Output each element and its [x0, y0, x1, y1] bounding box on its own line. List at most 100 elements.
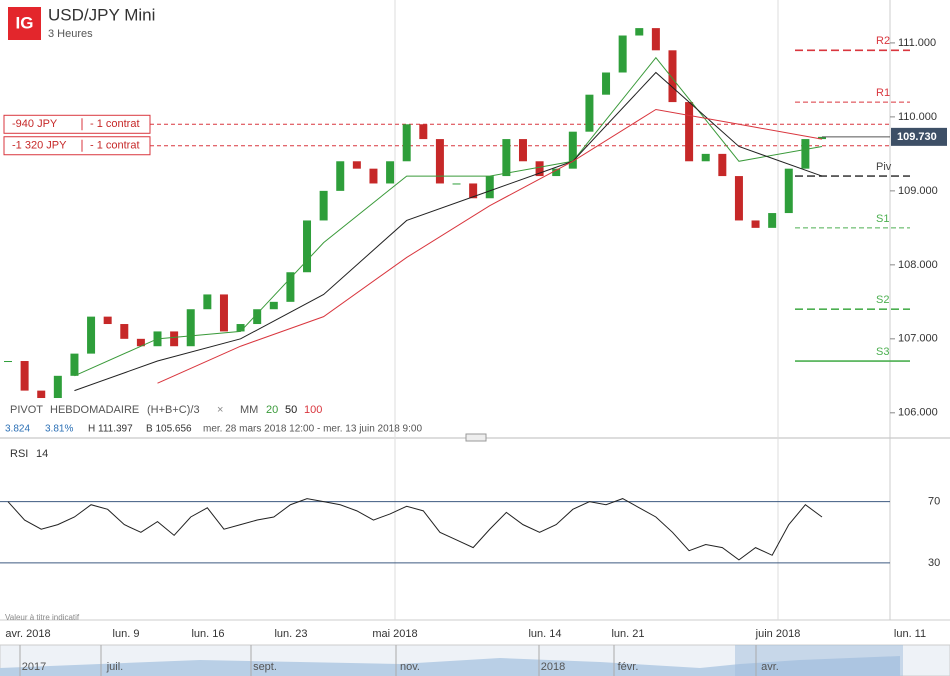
disclaimer: Valeur à titre indicatif [5, 613, 80, 622]
nav-label: 2018 [541, 661, 565, 673]
candle [402, 124, 411, 162]
candle [419, 124, 428, 140]
navigator-window[interactable] [735, 645, 903, 676]
resize-handle[interactable] [465, 433, 487, 442]
order-box[interactable] [3, 136, 151, 156]
time-label: lun. 9 [113, 628, 140, 640]
candle [768, 213, 777, 228]
nav-label: nov. [400, 661, 420, 673]
nav-label: févr. [618, 661, 639, 673]
order-amount: -1 320 JPY [12, 140, 67, 152]
price-tick-label: 107.000 [898, 333, 938, 345]
candle [585, 94, 594, 132]
candle [602, 72, 611, 95]
candle [87, 316, 96, 354]
time-label: lun. 21 [611, 628, 644, 640]
candle [286, 272, 295, 302]
pivot-label: R1 [876, 87, 890, 99]
ma-legend: 100 [304, 404, 322, 416]
nav-label: avr. [761, 661, 779, 673]
candle [784, 168, 793, 214]
candle [801, 139, 810, 169]
nav-label: juil. [106, 661, 124, 673]
stat: H 111.397 [88, 424, 133, 435]
candle [37, 390, 46, 399]
moving-average [74, 71, 823, 392]
candle [236, 324, 245, 332]
price-tick-label: 110.000 [898, 111, 937, 123]
legend-text: PIVOT [10, 404, 43, 416]
candle [668, 50, 677, 103]
time-label: lun. 11 [894, 628, 926, 640]
candle [4, 361, 12, 363]
candle [336, 161, 345, 191]
rsi-period: 14 [36, 448, 48, 460]
time-label: lun. 14 [528, 628, 561, 640]
stat: 3.81% [45, 424, 73, 435]
candle [452, 183, 461, 185]
candle [685, 102, 694, 162]
candle [502, 139, 511, 177]
candle [70, 353, 79, 376]
title: USD/JPY Mini [48, 5, 155, 24]
rsi-tick-label: 70 [928, 496, 940, 508]
candle [136, 338, 145, 347]
stat: 3.824 [5, 424, 30, 435]
subtitle: 3 Heures [48, 28, 93, 40]
candle [303, 220, 312, 273]
candle [253, 309, 262, 325]
order-amount: -940 JPY [12, 118, 58, 130]
candle [734, 176, 743, 221]
navigator-area [0, 656, 900, 676]
candle [20, 361, 29, 391]
stat: mer. 28 mars 2018 12:00 - mer. 13 juin 2… [203, 424, 422, 435]
candle [352, 161, 361, 169]
pivot-label: S2 [876, 294, 889, 306]
time-label: lun. 16 [191, 628, 224, 640]
candle [269, 301, 278, 310]
nav-label: sept. [253, 661, 277, 673]
ma-legend: 20 [266, 404, 278, 416]
time-label: avr. 2018 [5, 628, 50, 640]
candle [170, 331, 179, 347]
nav-label: 2017 [22, 661, 46, 673]
candle [552, 168, 561, 177]
candle [203, 294, 212, 310]
candle [469, 183, 478, 199]
candle [568, 131, 577, 169]
order-size: - 1 contrat [90, 140, 140, 152]
legend-close: × [217, 404, 223, 416]
price-tick-label: 106.000 [898, 407, 938, 419]
candle [53, 375, 62, 399]
pivot-label: S1 [876, 213, 889, 225]
candle [369, 168, 378, 184]
candle [535, 161, 544, 177]
candle [485, 176, 494, 199]
rsi-label: RSI [10, 448, 28, 460]
candle [651, 28, 660, 51]
logo: IG [16, 13, 34, 32]
candle [319, 190, 328, 221]
candle [818, 136, 826, 140]
candle [386, 161, 395, 184]
candle [618, 35, 627, 73]
time-label: mai 2018 [372, 628, 417, 640]
candle [751, 220, 760, 228]
candle [186, 309, 195, 347]
current-box [891, 127, 947, 146]
candle [219, 294, 228, 332]
candle [120, 324, 129, 339]
candle [635, 28, 644, 36]
stat: B 105.656 [146, 424, 192, 435]
moving-average [74, 56, 823, 377]
logo-box [8, 7, 41, 40]
rsi-tick-label: 30 [928, 557, 940, 569]
candle [435, 139, 444, 184]
ma-legend: 50 [285, 404, 297, 416]
price-tick-label: 109.000 [898, 185, 938, 197]
order-box[interactable] [3, 114, 151, 134]
order-size: - 1 contrat [90, 118, 140, 130]
candle [103, 316, 112, 325]
